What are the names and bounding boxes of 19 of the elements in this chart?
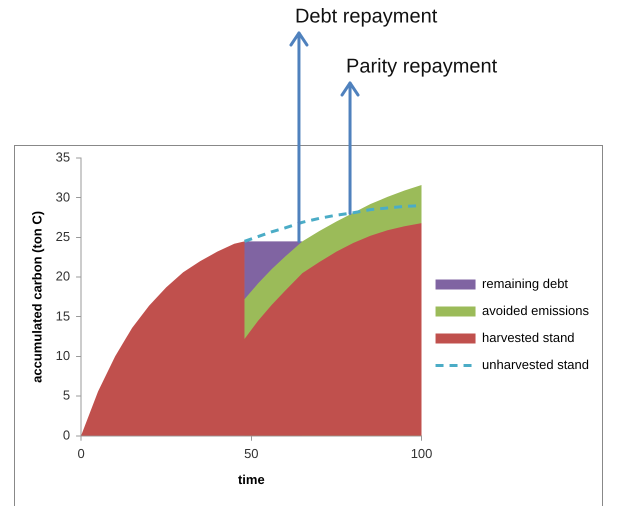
y-tick-label: 15 (56, 308, 70, 324)
y-tick-label: 30 (56, 189, 70, 204)
legend-label: avoided emissions (482, 303, 590, 318)
x-axis-title: time (238, 472, 265, 487)
y-tick-label: 35 (56, 150, 70, 165)
y-tick-label: 10 (56, 348, 70, 364)
x-tick-label: 0 (77, 446, 85, 462)
annotation: Debt repayment (294, 6, 438, 28)
y-axis-title: accumulated carbon (ton C) (29, 210, 44, 383)
x-tick-label: 50 (244, 446, 259, 462)
x-tick-label: 100 (410, 446, 432, 462)
legend-label: remaining debt (482, 276, 568, 292)
annotation: Parity repayment (346, 56, 498, 78)
y-tick-label: 25 (56, 228, 70, 244)
y-tick-label: 5 (62, 388, 70, 403)
legend-label: unharvested stand (482, 357, 590, 372)
y-tick-label: 20 (56, 268, 70, 284)
legend-label: harvested stand (482, 330, 575, 346)
y-tick-label: 0 (62, 427, 70, 442)
